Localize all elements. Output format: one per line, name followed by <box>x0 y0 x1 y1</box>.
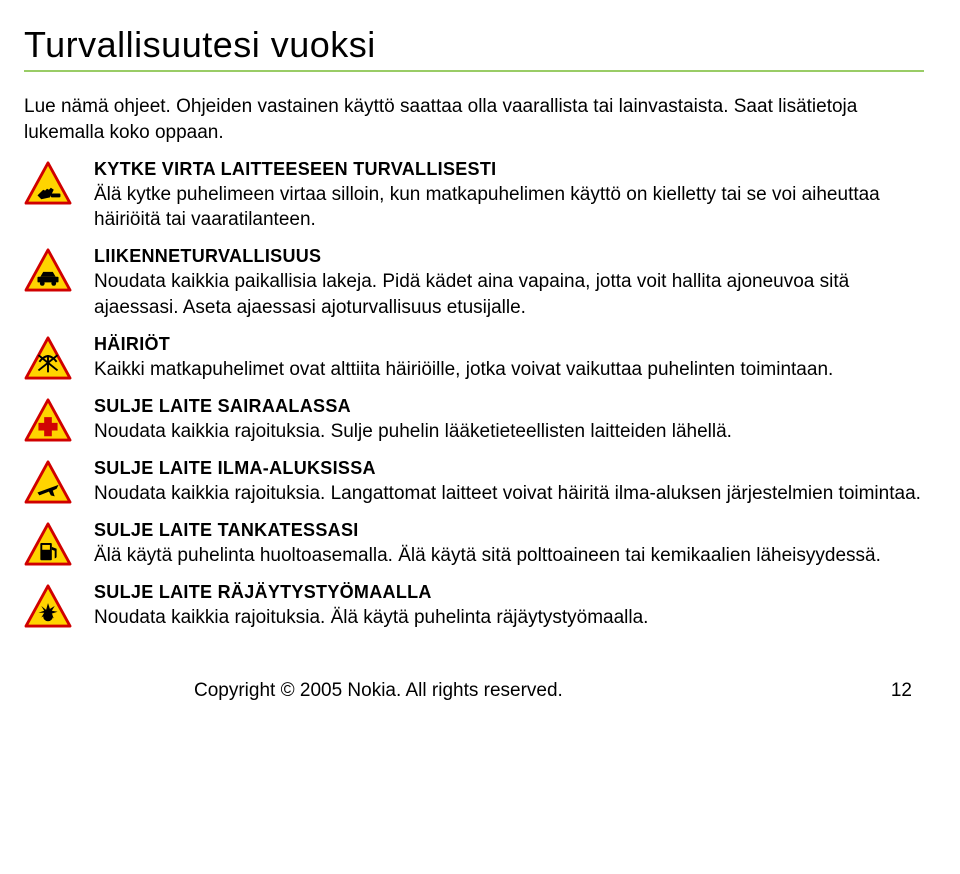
warning-medical-cross-icon <box>24 396 94 442</box>
copyright-text: Copyright © 2005 Nokia. All rights reser… <box>194 680 563 702</box>
page-footer: Copyright © 2005 Nokia. All rights reser… <box>24 680 924 702</box>
item-body: Kaikki matkapuhelimet ovat alttiita häir… <box>94 357 924 382</box>
safety-item: HÄIRIÖT Kaikki matkapuhelimet ovat altti… <box>24 334 924 382</box>
warning-fuel-icon <box>24 520 94 566</box>
item-heading: LIIKENNETURVALLISUUS <box>94 246 924 267</box>
warning-hand-icon <box>24 159 94 205</box>
safety-item: SULJE LAITE SAIRAALASSA Noudata kaikkia … <box>24 396 924 444</box>
item-body: Älä kytke puhelimeen virtaa silloin, kun… <box>94 182 924 232</box>
item-heading: SULJE LAITE RÄJÄYTYSTYÖMAALLA <box>94 582 924 603</box>
item-heading: SULJE LAITE ILMA-ALUKSISSA <box>94 458 924 479</box>
item-heading: HÄIRIÖT <box>94 334 924 355</box>
title-rule <box>24 70 924 72</box>
warning-car-icon <box>24 246 94 292</box>
item-body: Älä käytä puhelinta huoltoasemalla. Älä … <box>94 543 924 568</box>
item-body: Noudata kaikkia rajoituksia. Älä käytä p… <box>94 605 924 630</box>
page-title: Turvallisuutesi vuoksi <box>24 24 924 66</box>
item-body: Noudata kaikkia paikallisia lakeja. Pidä… <box>94 269 924 319</box>
safety-item: LIIKENNETURVALLISUUS Noudata kaikkia pai… <box>24 246 924 319</box>
item-heading: KYTKE VIRTA LAITTEESEEN TURVALLISESTI <box>94 159 924 180</box>
safety-item: SULJE LAITE ILMA-ALUKSISSA Noudata kaikk… <box>24 458 924 506</box>
item-body: Noudata kaikkia rajoituksia. Langattomat… <box>94 481 924 506</box>
page-number: 12 <box>891 680 912 702</box>
intro-paragraph: Lue nämä ohjeet. Ohjeiden vastainen käyt… <box>24 94 924 145</box>
safety-item: KYTKE VIRTA LAITTEESEEN TURVALLISESTI Äl… <box>24 159 924 232</box>
safety-item: SULJE LAITE TANKATESSASI Älä käytä puhel… <box>24 520 924 568</box>
warning-aircraft-icon <box>24 458 94 504</box>
warning-blast-icon <box>24 582 94 628</box>
safety-items-list: KYTKE VIRTA LAITTEESEEN TURVALLISESTI Äl… <box>24 159 924 630</box>
item-heading: SULJE LAITE SAIRAALASSA <box>94 396 924 417</box>
item-body: Noudata kaikkia rajoituksia. Sulje puhel… <box>94 419 924 444</box>
item-heading: SULJE LAITE TANKATESSASI <box>94 520 924 541</box>
warning-antenna-icon <box>24 334 94 380</box>
safety-item: SULJE LAITE RÄJÄYTYSTYÖMAALLA Noudata ka… <box>24 582 924 630</box>
